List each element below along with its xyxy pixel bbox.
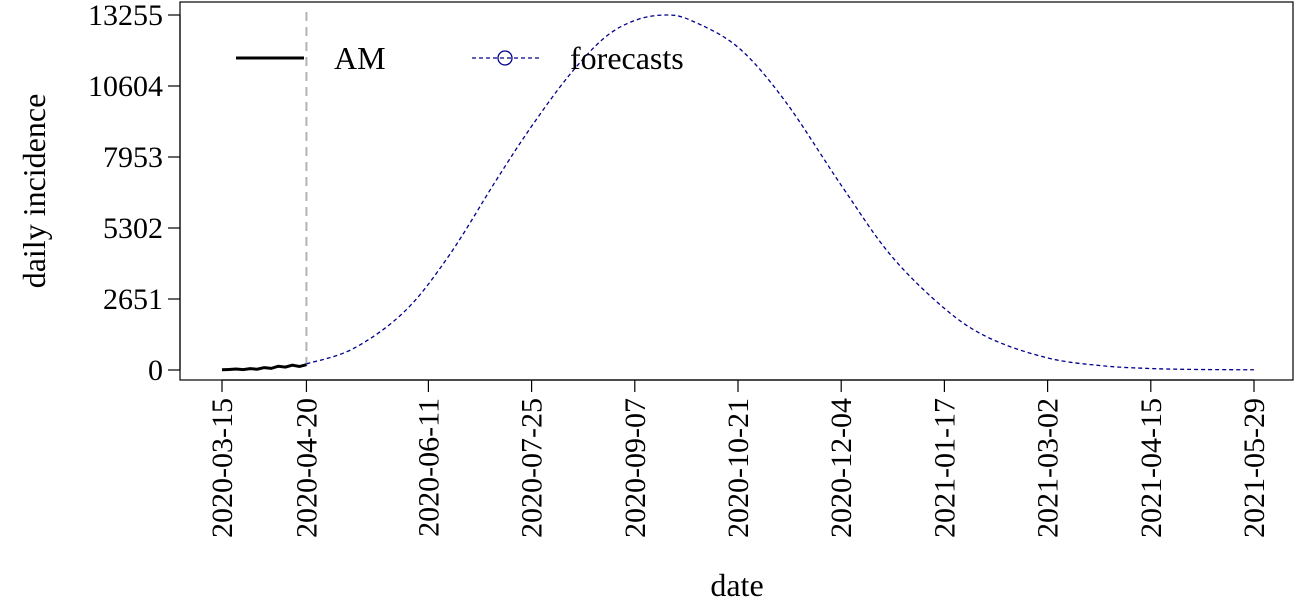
chart-marks (221, 12, 1255, 372)
x-tick-label: 2021-03-02 (1032, 398, 1065, 538)
legend-label-forecasts: forecasts (570, 40, 684, 76)
legend-label-am: AM (334, 40, 386, 76)
y-tick-label: 5302 (103, 212, 163, 245)
x-tick-label: 2021-05-29 (1238, 398, 1271, 538)
y-tick-label: 2651 (103, 283, 163, 316)
y-tick-label: 7953 (103, 141, 163, 174)
series-line-forecasts (306, 14, 1255, 371)
y-tick-label: 10604 (88, 70, 163, 103)
y-axis: 0 2651 5302 7953 10604 13255 (88, 0, 181, 387)
x-tick-label: 2021-04-15 (1135, 398, 1168, 538)
legend-marker-forecasts (497, 50, 513, 66)
x-tick-label: 2020-06-11 (412, 398, 445, 537)
x-tick-label: 2020-12-04 (825, 398, 858, 538)
legend: AM forecasts (236, 40, 684, 76)
x-tick-label: 2021-01-17 (928, 398, 961, 538)
y-axis-title: daily incidence (16, 94, 52, 289)
x-tick-label: 2020-10-21 (722, 398, 755, 538)
x-tick-label: 2020-09-07 (619, 398, 652, 538)
x-axis: 2020-03-15 2020-04-20 2020-06-11 2020-07-25… (206, 379, 1271, 538)
x-axis-title: date (710, 567, 763, 600)
x-tick-label: 2020-03-15 (206, 398, 239, 538)
y-tick-label: 0 (148, 354, 163, 387)
series-line-am (221, 363, 307, 372)
y-tick-label: 13255 (88, 0, 163, 32)
x-tick-label: 2020-04-20 (290, 398, 323, 538)
x-tick-label: 2020-07-25 (516, 398, 549, 538)
